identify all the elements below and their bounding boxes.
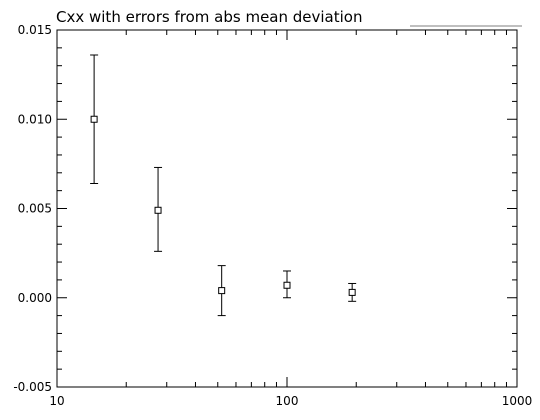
square-marker	[348, 288, 356, 296]
chart-title: Cxx with errors from abs mean deviation	[56, 8, 362, 26]
square-marker	[90, 115, 98, 123]
x-tick-label: 10	[49, 394, 64, 408]
square-marker	[218, 287, 226, 295]
y-tick-label: 0.015	[18, 23, 52, 37]
y-tick-label: 0.000	[18, 291, 52, 305]
x-tick-label: 1000	[502, 394, 533, 408]
data-points	[90, 54, 357, 317]
data-point	[217, 265, 226, 317]
square-marker	[154, 206, 162, 214]
data-point	[90, 54, 99, 185]
y-tick-label: -0.005	[13, 380, 52, 394]
y-tick-label: 0.005	[18, 202, 52, 216]
x-tick-label: 100	[276, 394, 299, 408]
plot-frame	[56, 29, 518, 388]
data-point	[283, 270, 291, 299]
axis-tick-labels: 10 100 1000 -0.005 0.000 0.005 0.010 0.015	[13, 23, 532, 408]
axis-ticks	[56, 29, 518, 388]
y-tick-label: 0.010	[18, 112, 52, 126]
square-marker	[283, 281, 291, 289]
data-point	[348, 282, 357, 302]
data-point	[154, 166, 163, 252]
